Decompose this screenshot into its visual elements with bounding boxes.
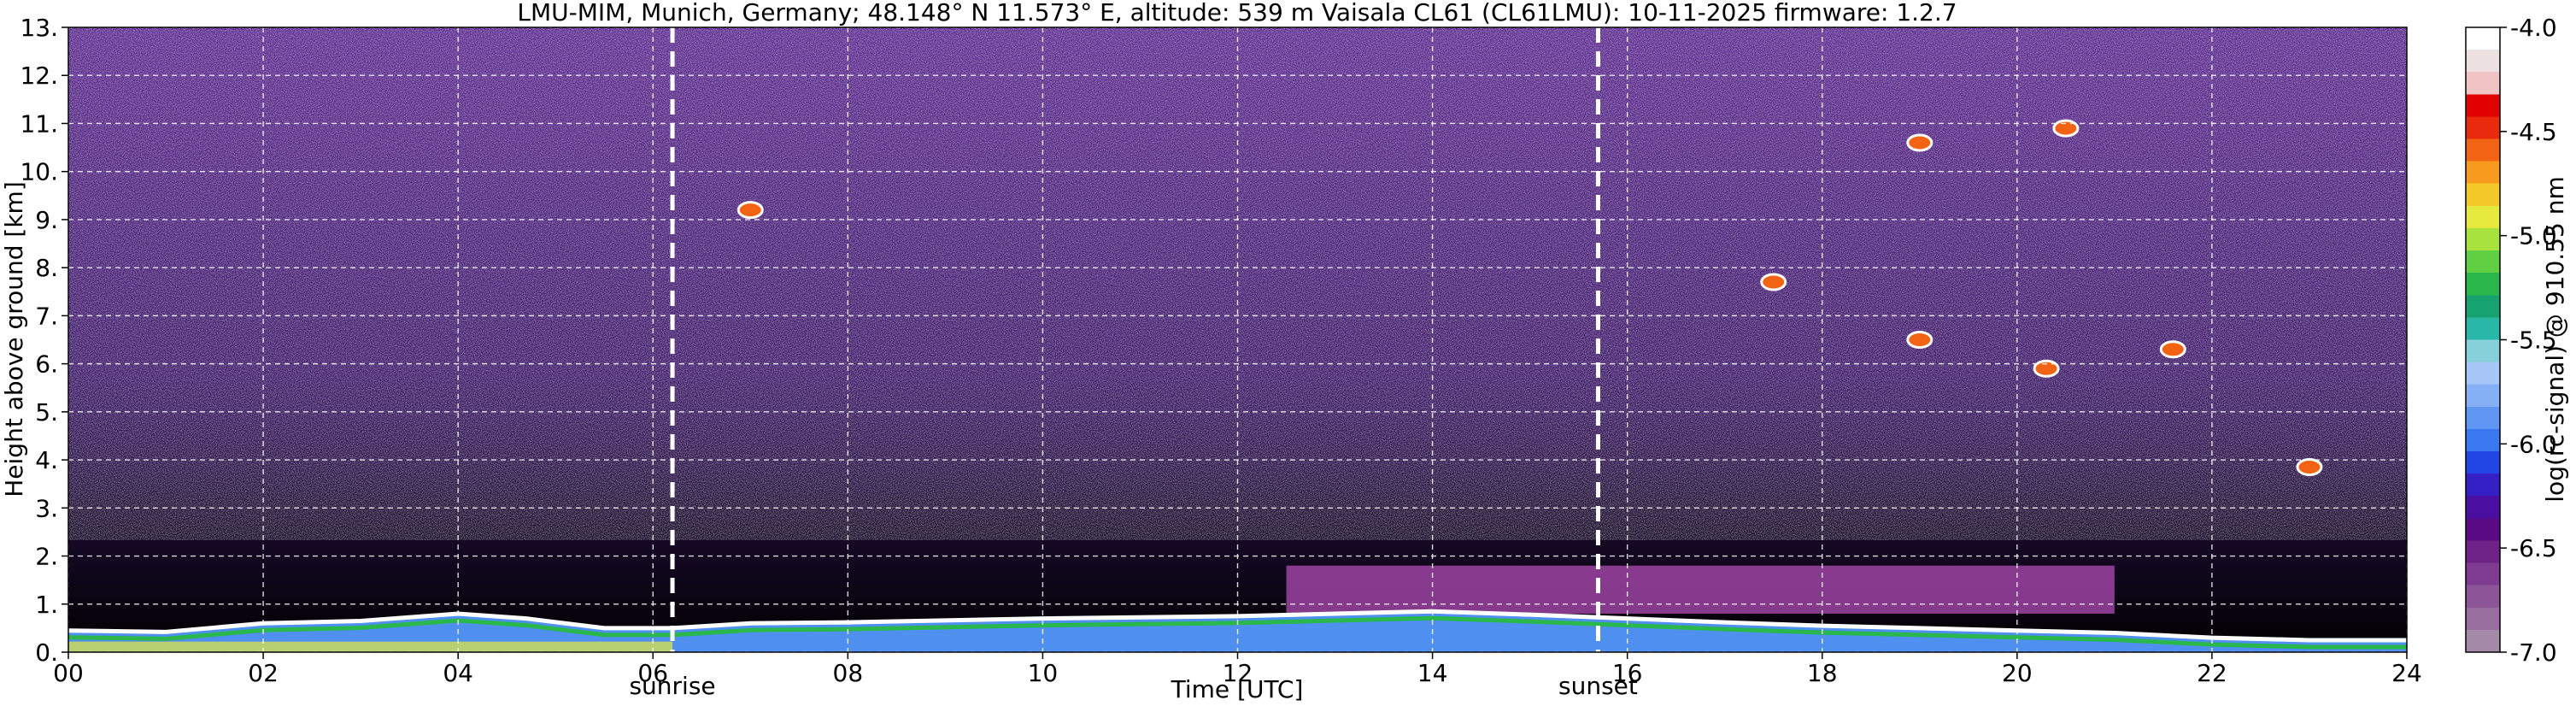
x-axis-ticks: 00 02 04 06 08 10 12 14 16 18 20 22 24 [53,652,2422,687]
cloud-patch [2159,340,2186,359]
x-tick-label: 00 [53,659,84,687]
colorbar-tick-label: -6.5 [2510,534,2557,562]
grid-lines [68,27,2407,652]
y-tick-label: 3. [35,494,58,522]
residual-layer [1286,565,2115,615]
x-tick-label: 16 [1612,659,1643,687]
x-axis-label: Time [UTC] [1171,675,1304,703]
x-tick-label: 14 [1417,659,1448,687]
sun-event-label: sunrise [629,672,715,700]
sun-event-labels: sunrise sunset [629,672,1637,700]
boundary-layer-edge [68,615,2407,650]
colorbar-tick-label: -5.5 [2510,327,2557,355]
boundary-layer-top [68,609,2407,643]
colorbar-tick-label: -4.5 [2510,118,2557,146]
cloud-patch [736,201,764,220]
y-axis-ticks: 0. 1. 2. 3. 4. 5. 6. 7. 8. 9. 10. 11. 12. 13. [20,14,68,667]
x-tick-label: 12 [1223,659,1253,687]
colorbar-scale [2465,26,2501,653]
y-tick-label: 8. [35,254,58,282]
x-tick-label: 08 [833,659,864,687]
plot-area [68,27,2407,652]
x-tick-label: 02 [248,659,279,687]
x-tick-label: 04 [443,659,473,687]
colorbar-ticks: -4.0 -4.5 -5.0 -5.5 -6.0 -6.5 -7.0 [2500,14,2557,667]
cloud-patch [2033,359,2060,378]
y-tick-label: 5. [35,398,58,427]
x-tick-label: 22 [2197,659,2227,687]
y-tick-label: 0. [35,638,58,667]
cloud-patch [1760,273,1787,291]
colorbar-tick-label: -6.0 [2510,430,2557,458]
colorbar-tick-label: -4.0 [2510,14,2557,42]
y-axis-label: Height above ground [km] [0,181,28,497]
y-tick-label: 7. [35,302,58,330]
cloud-patch [1906,133,1933,152]
y-tick-label: 2. [35,543,58,571]
y-tick-label: 11. [20,109,58,138]
sun-event-label: sunset [1558,672,1638,700]
surface-aerosol-band [68,641,673,652]
cloud-patch [2052,119,2080,138]
x-tick-label: 10 [1028,659,1059,687]
y-tick-label: 1. [35,591,58,619]
colorbar-tick-label: -7.0 [2510,638,2557,667]
colorbar-tick-label: -5.0 [2510,222,2557,250]
sun-event-lines [670,27,1600,652]
x-tick-label: 24 [2391,659,2422,687]
x-tick-label: 20 [2002,659,2033,687]
colorbar-label: log(rc-signal) @ 910.55 nm [2541,176,2569,502]
y-tick-label: 4. [35,446,58,474]
chart-title: LMU-MIM, Munich, Germany; 48.148° N 11.5… [517,0,1957,26]
x-tick-label: 06 [637,659,668,687]
y-tick-label: 12. [20,62,58,90]
y-tick-label: 6. [35,350,58,379]
y-tick-label: 10. [20,158,58,186]
cloud-patch [1906,331,1933,349]
y-tick-label: 9. [35,206,58,234]
y-tick-label: 13. [20,14,58,42]
colorbar: -4.0 -4.5 -5.0 -5.5 -6.0 -6.5 -7.0 log(rc-sign… [2465,14,2569,667]
x-tick-label: 18 [1807,659,1838,687]
cloud-patch [2296,458,2323,477]
